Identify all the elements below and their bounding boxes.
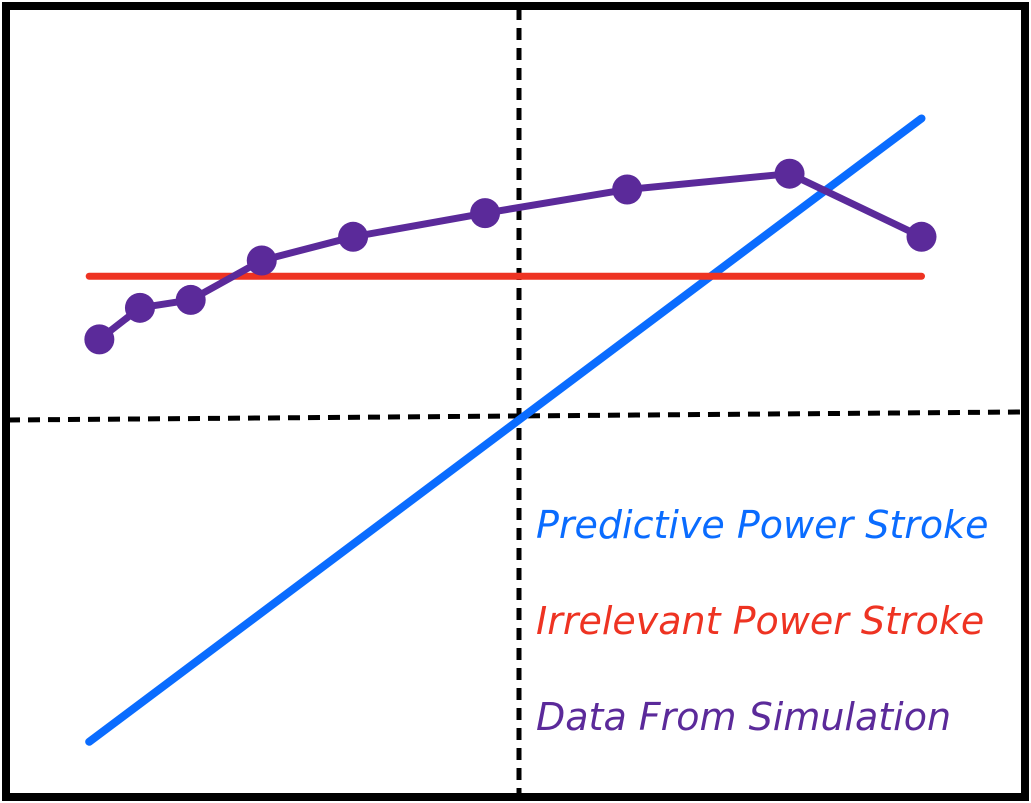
data-point-6 bbox=[470, 198, 501, 229]
data-point-9 bbox=[906, 221, 937, 252]
data-point-7 bbox=[612, 174, 643, 205]
series-line-predictive-power-stroke bbox=[85, 114, 926, 746]
data-point-4 bbox=[246, 245, 277, 276]
data-point-1 bbox=[84, 324, 115, 355]
data-point-3 bbox=[175, 284, 206, 315]
legend-item-predictive-power-stroke: Predictive Power Stroke bbox=[536, 503, 989, 547]
series-predictive-power-stroke bbox=[85, 114, 926, 746]
series-layer bbox=[84, 114, 937, 746]
data-point-5 bbox=[338, 221, 369, 252]
series-data-from-simulation bbox=[84, 158, 937, 355]
legend-item-data-from-simulation: Data From Simulation bbox=[536, 695, 951, 739]
legend: Predictive Power Stroke Irrelevant Power … bbox=[536, 503, 989, 739]
legend-item-irrelevant-power-stroke: Irrelevant Power Stroke bbox=[536, 599, 984, 643]
data-point-8 bbox=[774, 158, 805, 189]
data-point-2 bbox=[124, 292, 155, 323]
horizontal-axis-dashed bbox=[7, 409, 1024, 423]
